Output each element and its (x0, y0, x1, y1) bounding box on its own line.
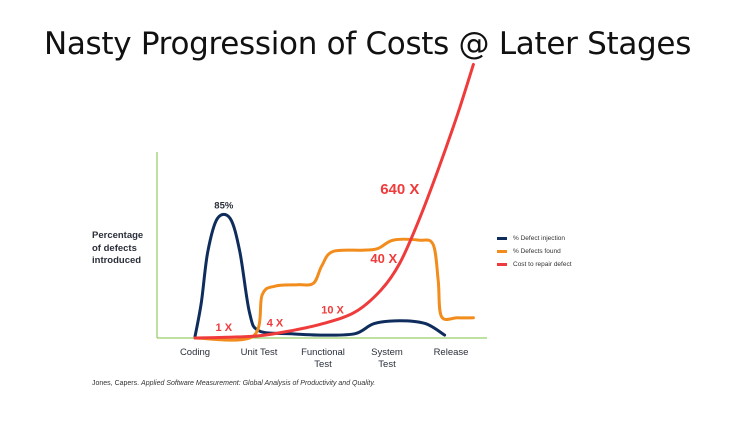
data-annotation: 1 X (216, 322, 233, 334)
x-tick-label: System Test (371, 347, 403, 370)
legend-swatch (497, 250, 507, 253)
data-annotation: 10 X (321, 305, 344, 317)
x-tick-label: Release (434, 347, 469, 358)
legend-item: % Defect injection (497, 232, 572, 245)
legend-swatch (497, 237, 507, 240)
legend-label: Cost to repair defect (513, 261, 572, 268)
data-annotation: 40 X (370, 251, 397, 266)
data-annotation: 4 X (267, 318, 284, 330)
slide-title: Nasty Progression of Costs @ Later Stage… (43, 26, 692, 62)
legend-item: % Defects found (497, 245, 572, 258)
data-annotation: 640 X (380, 181, 419, 198)
x-tick-label: Coding (180, 347, 210, 358)
y-axis-label-line: of defects (92, 242, 137, 254)
y-axis-label: Percentage of defects introduced (92, 230, 162, 268)
x-tick-label: Functional Test (301, 347, 345, 370)
y-axis-label-line: Percentage (92, 230, 144, 241)
source-work: Applied Software Measurement: Global Ana… (141, 380, 376, 387)
legend: % Defect injection % Defects found Cost … (497, 232, 572, 271)
series-line-2 (193, 62, 475, 340)
x-tick-label: Unit Test (241, 347, 278, 358)
series-line-0 (193, 212, 447, 339)
source-author: Jones, Capers. (92, 380, 142, 387)
legend-label: % Defect injection (513, 235, 566, 242)
series-line-1 (193, 237, 475, 342)
y-axis-label-line: introduced (92, 255, 142, 266)
legend-swatch (497, 263, 507, 266)
data-annotation: 85% (214, 200, 234, 211)
source-citation: Jones, Capers. Applied Software Measurem… (92, 380, 375, 387)
legend-item: Cost to repair defect (497, 258, 572, 271)
legend-label: % Defects found (513, 248, 561, 255)
